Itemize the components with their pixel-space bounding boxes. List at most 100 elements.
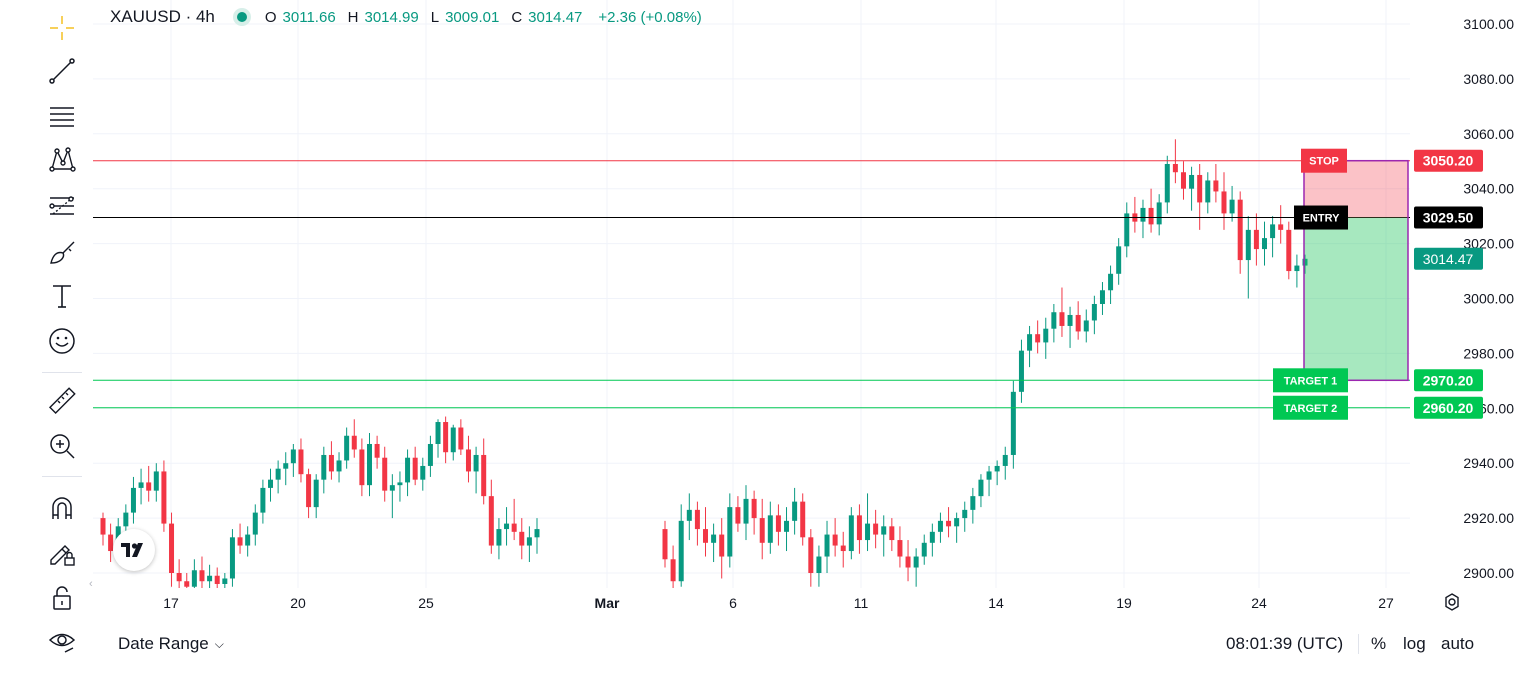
candle-body[interactable] bbox=[1294, 265, 1300, 272]
candle-body[interactable] bbox=[268, 479, 274, 488]
candle-body[interactable] bbox=[784, 520, 790, 532]
candle-body[interactable] bbox=[199, 570, 205, 582]
candle-body[interactable] bbox=[840, 545, 846, 552]
candle-body[interactable] bbox=[905, 556, 911, 568]
candle-body[interactable] bbox=[800, 501, 806, 538]
candle-body[interactable] bbox=[832, 534, 838, 546]
candle-body[interactable] bbox=[1051, 312, 1057, 329]
candle-body[interactable] bbox=[336, 460, 342, 472]
text-icon[interactable] bbox=[38, 276, 86, 316]
candle-body[interactable] bbox=[678, 520, 684, 582]
price-axis[interactable]: 2900.00 2920.00 2940.00 2960.00 2980.00 3000.… bbox=[1410, 0, 1525, 588]
candle-body[interactable] bbox=[1010, 391, 1016, 455]
candle-body[interactable] bbox=[123, 512, 129, 527]
candle-body[interactable] bbox=[1108, 273, 1114, 291]
candle-body[interactable] bbox=[443, 422, 449, 453]
candle-body[interactable] bbox=[511, 523, 517, 532]
candle-body[interactable] bbox=[711, 534, 717, 543]
candle-body[interactable] bbox=[382, 457, 388, 491]
candle-body[interactable] bbox=[169, 523, 175, 573]
candle-body[interactable] bbox=[727, 507, 733, 557]
utc-clock[interactable]: 08:01:39 (UTC) bbox=[1226, 624, 1343, 664]
candle-body[interactable] bbox=[775, 515, 781, 532]
candle-body[interactable] bbox=[427, 443, 433, 466]
candle-body[interactable] bbox=[138, 482, 144, 488]
candle-body[interactable] bbox=[1213, 180, 1219, 192]
candle-body[interactable] bbox=[1261, 238, 1267, 250]
candle-body[interactable] bbox=[504, 523, 510, 530]
crosshair-icon[interactable] bbox=[38, 8, 86, 48]
candle-body[interactable] bbox=[1075, 314, 1081, 332]
trend-line-icon[interactable] bbox=[38, 51, 86, 91]
candle-body[interactable] bbox=[435, 422, 441, 444]
candle-body[interactable] bbox=[519, 531, 525, 546]
unlock-icon[interactable] bbox=[38, 578, 86, 618]
candle-body[interactable] bbox=[1027, 334, 1033, 351]
ruler-icon[interactable] bbox=[38, 381, 86, 421]
candle-body[interactable] bbox=[496, 529, 502, 546]
candle-body[interactable] bbox=[1091, 303, 1097, 321]
candle-body[interactable] bbox=[1253, 229, 1259, 250]
candle-body[interactable] bbox=[100, 518, 106, 535]
candle-body[interactable] bbox=[1018, 350, 1024, 392]
candle-body[interactable] bbox=[161, 471, 167, 524]
candle-body[interactable] bbox=[1229, 199, 1235, 214]
candle-body[interactable] bbox=[808, 537, 814, 573]
candle-body[interactable] bbox=[184, 581, 190, 587]
candle-body[interactable] bbox=[214, 575, 220, 584]
candle-body[interactable] bbox=[1172, 163, 1178, 173]
candle-body[interactable] bbox=[1164, 163, 1170, 203]
eye-icon[interactable] bbox=[38, 620, 86, 660]
candle-body[interactable] bbox=[488, 496, 494, 546]
date-range-button[interactable]: Date Range ⌵ bbox=[118, 624, 224, 664]
candle-body[interactable] bbox=[283, 463, 289, 469]
percent-toggle[interactable]: % bbox=[1371, 624, 1386, 664]
candle-body[interactable] bbox=[792, 501, 798, 521]
settings-gear-icon[interactable] bbox=[1440, 590, 1464, 614]
log-toggle[interactable]: log bbox=[1403, 624, 1426, 664]
level-tag-target-2[interactable]: TARGET 2 bbox=[1273, 395, 1348, 420]
candle-body[interactable] bbox=[207, 575, 213, 582]
candle-body[interactable] bbox=[978, 479, 984, 497]
candle-body[interactable] bbox=[873, 523, 879, 535]
candle-body[interactable] bbox=[986, 471, 992, 480]
candle-body[interactable] bbox=[1205, 180, 1211, 203]
candlestick-chart[interactable]: STOP ENTRY TARGET 1 TARGET 2 bbox=[93, 0, 1410, 588]
candle-body[interactable] bbox=[970, 496, 976, 510]
candle-body[interactable] bbox=[222, 578, 228, 584]
candle-body[interactable] bbox=[412, 457, 418, 480]
candle-body[interactable] bbox=[848, 515, 854, 552]
candle-body[interactable] bbox=[1140, 207, 1146, 222]
candle-body[interactable] bbox=[719, 534, 725, 557]
candle-body[interactable] bbox=[245, 534, 251, 546]
candle-body[interactable] bbox=[1189, 174, 1195, 189]
candle-body[interactable] bbox=[290, 449, 296, 464]
candle-body[interactable] bbox=[743, 498, 749, 524]
candle-body[interactable] bbox=[260, 487, 266, 513]
candle-body[interactable] bbox=[374, 443, 380, 458]
candle-body[interactable] bbox=[1270, 224, 1276, 239]
candle-body[interactable] bbox=[229, 537, 235, 579]
zoom-in-icon[interactable] bbox=[38, 426, 86, 466]
candle-body[interactable] bbox=[473, 454, 479, 472]
candle-body[interactable] bbox=[351, 435, 357, 450]
candle-body[interactable] bbox=[1059, 312, 1065, 326]
candle-body[interactable] bbox=[526, 537, 532, 546]
candle-body[interactable] bbox=[306, 474, 312, 508]
candle-body[interactable] bbox=[328, 454, 334, 472]
reward-zone[interactable] bbox=[1304, 217, 1408, 381]
candle-body[interactable] bbox=[534, 529, 540, 538]
candle-body[interactable] bbox=[1067, 314, 1073, 326]
candle-body[interactable] bbox=[146, 482, 152, 491]
candle-body[interactable] bbox=[865, 523, 871, 541]
candle-body[interactable] bbox=[450, 427, 456, 453]
candle-body[interactable] bbox=[994, 465, 1000, 472]
candle-body[interactable] bbox=[130, 487, 136, 513]
candle-body[interactable] bbox=[1002, 454, 1008, 466]
candle-body[interactable] bbox=[405, 457, 411, 483]
time-axis[interactable]: 17 20 25 Mar 6 11 14 19 24 27 bbox=[93, 588, 1410, 618]
level-tag-target-1[interactable]: TARGET 1 bbox=[1273, 368, 1348, 393]
candle-body[interactable] bbox=[420, 465, 426, 480]
candle-body[interactable] bbox=[735, 507, 741, 524]
candle-body[interactable] bbox=[1197, 174, 1203, 203]
